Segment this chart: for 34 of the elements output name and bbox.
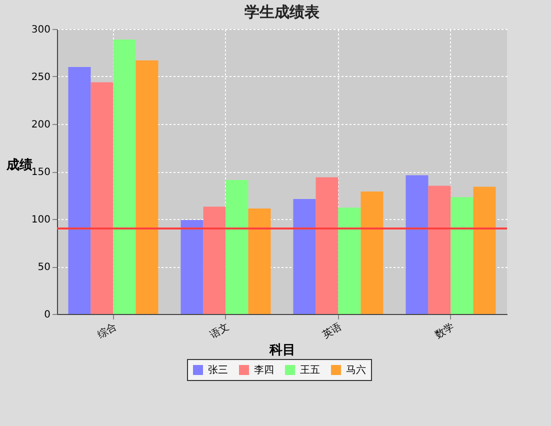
x-tick-label: 语文 — [208, 320, 232, 342]
x-axis-title: 科目 — [268, 343, 296, 358]
y-tick-label: 150 — [31, 167, 50, 178]
y-tick-label: 50 — [38, 262, 50, 273]
x-tick-label: 综合 — [95, 320, 119, 342]
y-tick-label: 100 — [31, 214, 50, 226]
bar — [316, 177, 338, 314]
bar — [68, 67, 91, 314]
y-tick-label: 250 — [31, 72, 50, 83]
bar — [113, 39, 136, 314]
legend-label: 马六 — [346, 364, 366, 376]
bar — [293, 199, 316, 314]
legend-label: 张三 — [208, 364, 228, 376]
bar — [473, 186, 496, 314]
bar — [248, 208, 271, 314]
bar — [90, 82, 114, 314]
bar — [180, 220, 204, 314]
bar — [203, 206, 226, 314]
y-tick-label: 300 — [31, 24, 50, 36]
x-tick-label: 英语 — [320, 320, 344, 342]
bar — [226, 180, 248, 314]
bar — [338, 208, 361, 314]
y-axis-title: 成绩 — [5, 158, 32, 173]
bar — [360, 191, 384, 314]
bar — [428, 186, 451, 314]
y-tick-label: 0 — [44, 310, 50, 320]
bar — [136, 60, 158, 314]
legend-label: 王五 — [300, 365, 320, 376]
legend-label: 李四 — [254, 364, 274, 376]
y-tick-label: 200 — [31, 120, 50, 130]
chart-title: 学生成绩表 — [244, 3, 320, 21]
x-tick-label: 数学 — [432, 320, 456, 342]
bar — [406, 175, 428, 314]
bar — [450, 197, 474, 314]
